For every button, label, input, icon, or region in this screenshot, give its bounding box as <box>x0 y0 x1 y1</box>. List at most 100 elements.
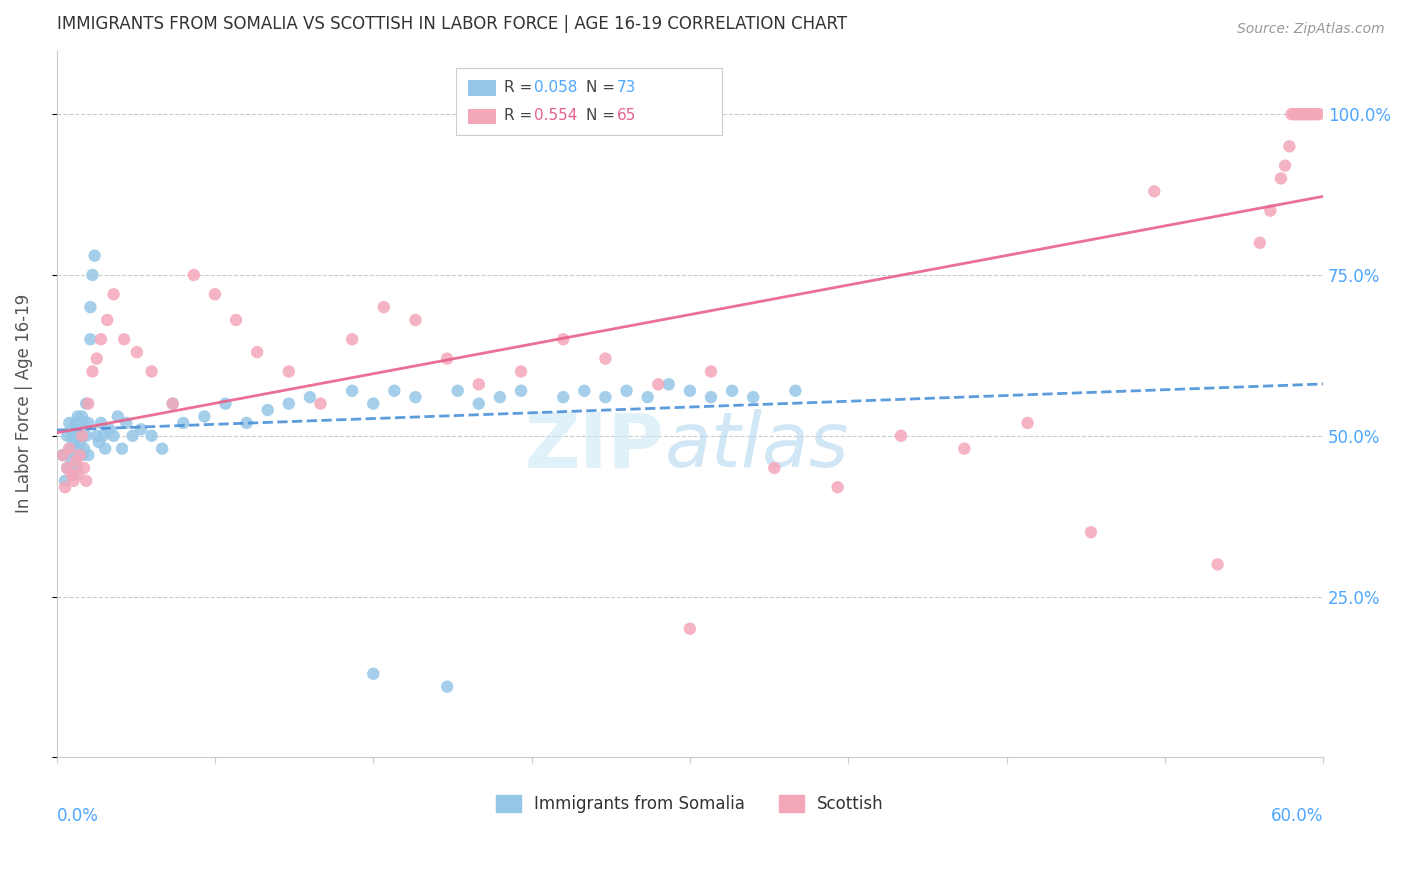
Point <box>510 384 533 398</box>
Point <box>141 429 163 443</box>
Point <box>162 396 184 410</box>
Point <box>204 287 226 301</box>
Point <box>785 384 807 398</box>
Point <box>162 396 184 410</box>
Point <box>125 345 148 359</box>
Text: 60.0%: 60.0% <box>1271 807 1323 825</box>
Legend: Immigrants from Somalia, Scottish: Immigrants from Somalia, Scottish <box>489 789 890 820</box>
Point <box>1302 107 1324 121</box>
Point <box>361 666 384 681</box>
Point <box>141 364 163 378</box>
Point <box>52 448 75 462</box>
Point <box>60 429 83 443</box>
Point <box>436 680 458 694</box>
Point <box>65 448 87 462</box>
Point <box>107 409 129 424</box>
Point <box>373 300 395 314</box>
Point <box>82 268 104 282</box>
Point <box>721 384 744 398</box>
Point <box>66 429 89 443</box>
Point <box>58 416 80 430</box>
Point <box>91 429 114 443</box>
Point <box>1278 139 1301 153</box>
Bar <box>468 80 496 95</box>
Point <box>56 461 79 475</box>
Point <box>77 416 100 430</box>
Point <box>616 384 638 398</box>
Text: 0.554: 0.554 <box>534 108 578 123</box>
Point <box>56 461 79 475</box>
Point <box>70 409 93 424</box>
Point <box>404 390 426 404</box>
Point <box>489 390 512 404</box>
Point <box>111 442 134 456</box>
Point <box>382 384 405 398</box>
Point <box>1303 107 1326 121</box>
Point <box>86 429 108 443</box>
Point <box>65 442 87 456</box>
Point <box>53 480 76 494</box>
Point <box>595 390 617 404</box>
Point <box>246 345 269 359</box>
Point <box>77 448 100 462</box>
Point <box>1282 107 1305 121</box>
Text: 65: 65 <box>616 108 636 123</box>
Point <box>66 467 89 482</box>
Point <box>1285 107 1308 121</box>
Point <box>75 396 97 410</box>
Point <box>83 249 105 263</box>
Point <box>953 442 976 456</box>
Point <box>70 429 93 443</box>
Point <box>1017 416 1039 430</box>
Point <box>82 364 104 378</box>
Point <box>510 364 533 378</box>
Point <box>172 416 194 430</box>
Point <box>75 474 97 488</box>
Point <box>298 390 321 404</box>
Point <box>62 435 84 450</box>
Text: N =: N = <box>586 108 620 123</box>
Text: IMMIGRANTS FROM SOMALIA VS SCOTTISH IN LABOR FORCE | AGE 16-19 CORRELATION CHART: IMMIGRANTS FROM SOMALIA VS SCOTTISH IN L… <box>56 15 846 33</box>
Bar <box>456 68 721 135</box>
Point <box>58 442 80 456</box>
Point <box>700 364 723 378</box>
Point <box>436 351 458 366</box>
Point <box>69 422 91 436</box>
Point <box>60 467 83 482</box>
Point <box>647 377 669 392</box>
Point <box>62 474 84 488</box>
Point <box>1274 159 1296 173</box>
Point <box>87 435 110 450</box>
Point <box>1291 107 1313 121</box>
Point <box>66 409 89 424</box>
Point <box>103 429 125 443</box>
Point <box>468 396 491 410</box>
Point <box>340 332 363 346</box>
Text: atlas: atlas <box>665 409 849 483</box>
Point <box>56 429 79 443</box>
Point <box>637 390 659 404</box>
Point <box>277 364 299 378</box>
Point <box>62 422 84 436</box>
Bar <box>468 109 496 124</box>
Point <box>256 403 278 417</box>
Point <box>69 435 91 450</box>
Point <box>1286 107 1309 121</box>
Point <box>70 448 93 462</box>
Point <box>53 474 76 488</box>
Point <box>1294 107 1316 121</box>
Point <box>66 461 89 475</box>
Point <box>96 313 118 327</box>
Point <box>70 429 93 443</box>
Point <box>553 390 575 404</box>
Point <box>65 416 87 430</box>
Point <box>827 480 849 494</box>
Y-axis label: In Labor Force | Age 16-19: In Labor Force | Age 16-19 <box>15 294 32 513</box>
Point <box>90 332 112 346</box>
Point <box>277 396 299 410</box>
Point <box>679 622 702 636</box>
Point <box>115 416 138 430</box>
Point <box>69 448 91 462</box>
Point <box>1306 107 1329 121</box>
Text: Source: ZipAtlas.com: Source: ZipAtlas.com <box>1237 22 1385 37</box>
